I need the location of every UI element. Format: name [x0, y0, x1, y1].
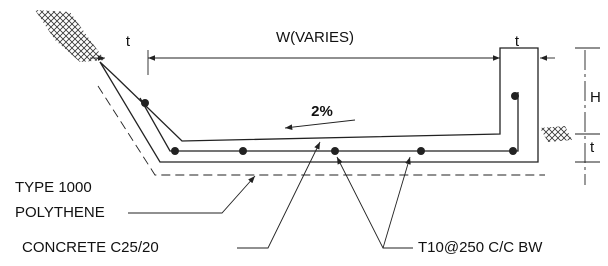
ground-hatch	[540, 126, 572, 142]
dim-label: H	[590, 89, 601, 106]
fall-label: 2%	[311, 103, 333, 120]
rebar-bars	[141, 92, 519, 155]
leader	[337, 157, 413, 248]
callout-text: TYPE 1000	[15, 179, 92, 196]
rebar	[140, 92, 518, 151]
dim-label: t	[126, 33, 131, 50]
callout-text: POLYTHENE	[15, 204, 105, 221]
leader	[237, 142, 320, 248]
drawing: t W(VARIES) t H t 2% TYPE 1000 POLYTHENE…	[0, 0, 608, 266]
leader	[383, 157, 410, 248]
ground-hatch	[35, 10, 105, 62]
callout-text: CONCRETE C25/20	[22, 239, 159, 256]
leader	[128, 176, 255, 213]
callout-text: T10@250 C/C BW	[418, 239, 543, 256]
fall-arrow	[285, 120, 355, 128]
dim-label: W(VARIES)	[276, 29, 354, 46]
dim-label: t	[590, 139, 595, 156]
